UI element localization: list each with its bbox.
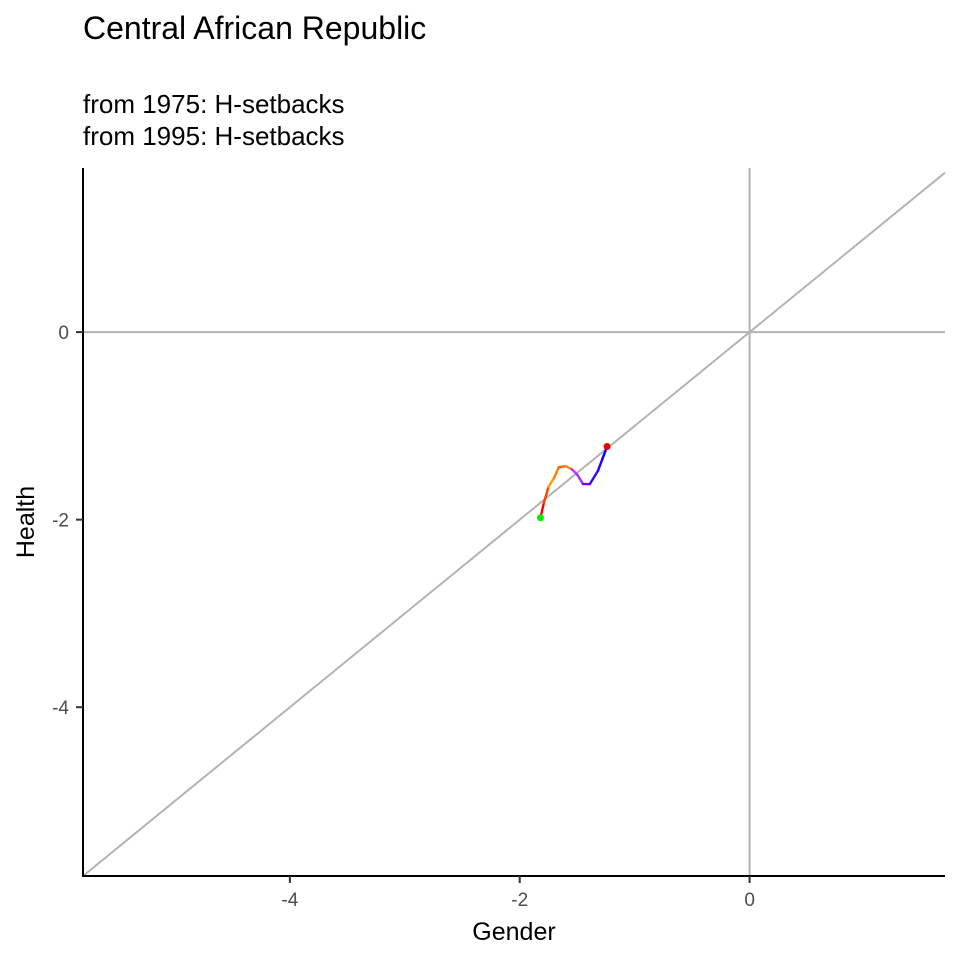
axes [82,168,945,877]
subtitle-line-2: from 1995: H-setbacks [83,121,345,151]
series-path [539,445,609,519]
y-axis-title: Health [12,486,40,558]
reference-line-diagonal [82,171,946,877]
x-axis-title: Gender [472,918,555,946]
y-tick-label: -2 [52,511,69,532]
chart-title: Central African Republic [83,10,427,46]
series-segment [576,473,585,486]
series-segment [542,485,550,504]
y-tick-label: 0 [58,323,69,344]
y-tick-label: -4 [52,698,69,719]
reference-lines [82,168,946,877]
series-segment [596,457,604,473]
x-tick-label: 0 [744,890,755,911]
series-segment [547,476,556,489]
series-segment [588,469,600,486]
subtitle-line-1: from 1975: H-setbacks [83,89,345,119]
x-tick-label: -2 [511,890,528,911]
ticks: -4 -2 0 0 -2 -4 [52,323,755,911]
series-segment [553,465,561,479]
end-point-marker [603,443,611,451]
start-point-marker [536,514,544,522]
x-tick-label: -4 [281,890,298,911]
series-segment [570,467,579,476]
markers [536,443,611,522]
